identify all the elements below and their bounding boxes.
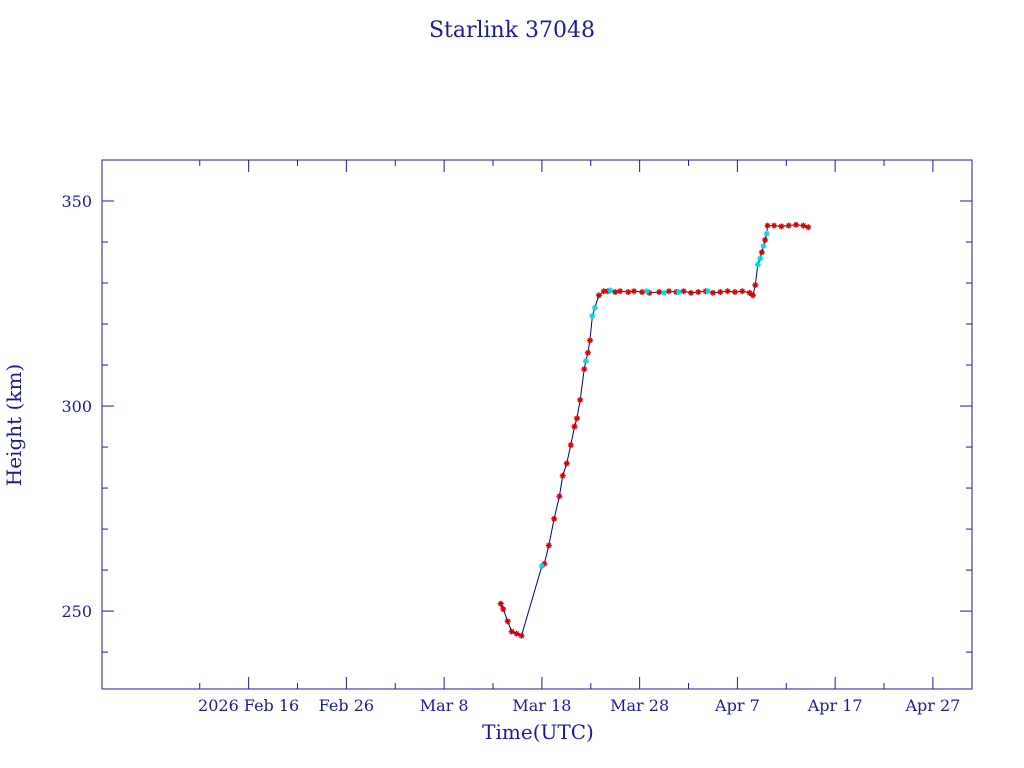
red-star-point [630,288,637,295]
x-tick-label: Apr 7 [714,696,760,715]
red-star-point [680,288,687,295]
red-star-point [600,288,607,295]
red-star-point [625,289,632,296]
red-star-point [724,288,731,295]
red-star-point [771,222,778,229]
cyan-star-point [757,255,764,262]
x-tick-label: Apr 27 [904,696,960,715]
red-star-point [586,337,593,344]
red-star-point [764,222,771,229]
cyan-star-point [607,287,614,294]
red-star-point [573,415,580,422]
red-star-point [508,628,515,635]
chart-title: Starlink 37048 [429,18,595,43]
red-star-point [749,292,756,299]
red-star-point [500,606,507,613]
y-tick-label: 250 [61,602,92,621]
red-star-point [497,600,504,607]
red-star-point [805,224,812,231]
red-star-point [717,289,724,296]
cyan-star-point [582,357,589,364]
x-tick-label: Apr 17 [807,696,863,715]
red-star-point [513,630,520,637]
cyan-star-point [589,312,596,319]
red-star-point [695,289,702,296]
red-star-point [752,282,759,289]
x-tick-label: 2026 Feb 16 [198,696,299,715]
x-tick-label: Mar 18 [512,696,571,715]
red-star-point [604,288,611,295]
red-star-point [571,423,578,430]
red-star-point [612,289,619,296]
red-star-point [731,289,738,296]
red-star-point [785,222,792,229]
cyan-star-point [760,243,767,250]
red-star-point [545,542,552,549]
red-star-point [584,349,591,356]
cyan-star-point [763,230,770,237]
red-star-point [709,289,716,296]
cyan-star-point [705,288,712,295]
y-tick-labels: 250 300 350 [61,192,92,621]
cyan-star-point [675,289,682,296]
x-tick-labels: 2026 Feb 16 Feb 26 Mar 8 Mar 18 Mar 28 Apr 7 A… [198,696,960,715]
x-tick-label: Feb 26 [319,696,374,715]
plot-frame [101,159,973,690]
axis-ticks [102,160,972,689]
red-star-point [556,493,563,500]
height-trace-line [500,224,809,637]
y-tick-label: 300 [61,397,92,416]
red-star-point [567,442,574,449]
red-star-point [746,289,753,296]
red-star-point [665,288,672,295]
cyan-star-point [538,562,545,569]
red-star-point [504,618,511,625]
red-star-point [617,288,624,295]
red-star-point [518,632,525,639]
red-star-point [762,236,769,243]
y-tick-label: 350 [61,192,92,211]
x-tick-label: Mar 8 [420,696,469,715]
red-star-point [687,289,694,296]
red-star-point [800,222,807,229]
red-star-point [551,515,558,522]
red-star-point [577,396,584,403]
red-star-point [656,289,663,296]
red-star-point [639,289,646,296]
cyan-star-point [591,304,598,311]
x-tick-label: Mar 28 [610,696,669,715]
y-axis-label: Height (km) [2,364,26,486]
red-star-point [793,221,800,228]
cyan-star-point [754,261,761,268]
red-star-point [758,249,765,256]
red-star-point [563,460,570,467]
cyan-star-point [661,289,668,296]
cyan-star-point [643,288,650,295]
red-star-point [739,288,746,295]
red-star-point [541,560,548,567]
x-axis-label: Time(UTC) [482,720,594,744]
red-star-point [559,472,566,479]
red-star-point [778,223,785,230]
red-star-point [581,366,588,373]
red-star-point [595,292,602,299]
data-points [497,221,812,639]
